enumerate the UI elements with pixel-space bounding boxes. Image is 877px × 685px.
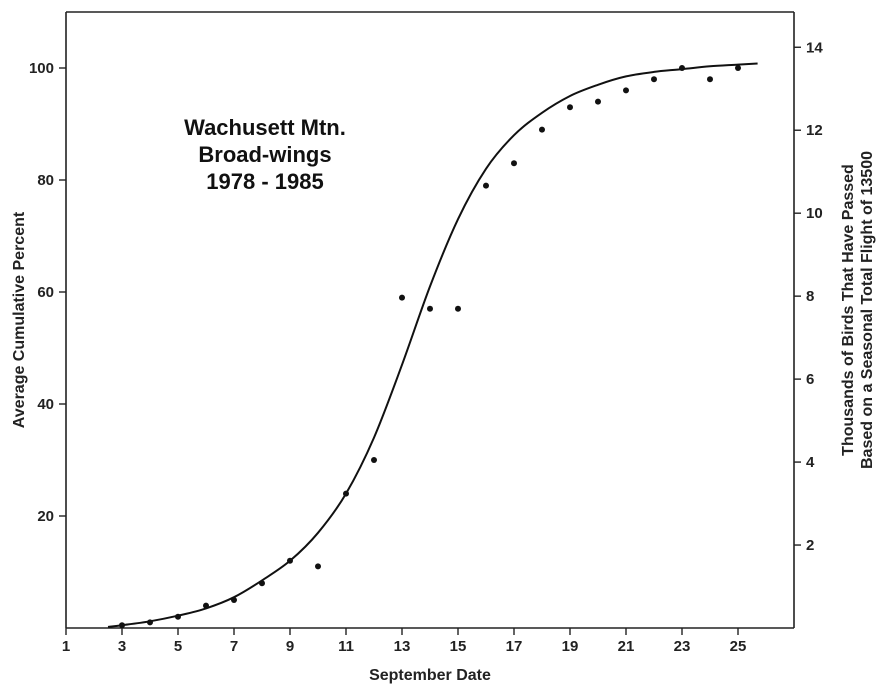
data-point bbox=[147, 619, 153, 626]
y2-tick-label: 4 bbox=[806, 454, 815, 471]
chart-title-line-2: Broad-wings bbox=[198, 142, 331, 167]
x-tick-label: 15 bbox=[450, 638, 467, 655]
y2-tick-label: 6 bbox=[806, 371, 814, 388]
chart-title-line-3: 1978 - 1985 bbox=[206, 169, 323, 194]
x-axis-title: September Date bbox=[369, 667, 491, 684]
data-point bbox=[455, 305, 461, 312]
data-point bbox=[427, 305, 433, 312]
y2-ticks: 2 4 6 8 10 12 14 bbox=[794, 39, 823, 554]
x-tick-label: 11 bbox=[338, 638, 354, 655]
x-tick-label: 21 bbox=[618, 638, 635, 655]
x-tick-label: 5 bbox=[174, 638, 182, 655]
data-point bbox=[175, 613, 181, 620]
x-tick-label: 13 bbox=[394, 638, 411, 655]
data-point bbox=[735, 65, 741, 71]
x-tick-label: 19 bbox=[562, 638, 579, 655]
y2-tick-label: 10 bbox=[806, 205, 823, 222]
y2-axis-title-line-2: Based on a Seasonal Total Flight of 1350… bbox=[859, 151, 876, 469]
x-tick-label: 1 bbox=[62, 638, 70, 655]
y2-tick-label: 2 bbox=[806, 537, 814, 554]
data-point bbox=[595, 98, 601, 105]
data-point bbox=[567, 104, 573, 111]
data-point bbox=[231, 597, 237, 603]
data-point bbox=[399, 294, 405, 301]
data-point bbox=[259, 580, 265, 587]
y-tick-label: 40 bbox=[37, 396, 54, 413]
y-axis-title: Average Cumulative Percent bbox=[11, 211, 28, 428]
x-tick-label: 25 bbox=[730, 638, 747, 655]
y2-tick-label: 8 bbox=[806, 288, 814, 305]
data-point bbox=[511, 160, 517, 167]
chart-title: Wachusett Mtn. Broad-wings 1978 - 1985 bbox=[184, 115, 346, 194]
x-tick-label: 7 bbox=[230, 638, 238, 655]
x-ticks: 1 3 5 7 9 11 13 15 17 19 21 23 25 bbox=[62, 628, 747, 655]
y-tick-label: 20 bbox=[37, 508, 54, 525]
data-point bbox=[483, 182, 489, 189]
data-point bbox=[623, 87, 629, 94]
data-point bbox=[119, 622, 125, 629]
data-point bbox=[539, 126, 545, 133]
y2-tick-label: 14 bbox=[806, 39, 823, 56]
data-point bbox=[679, 65, 685, 71]
data-point bbox=[315, 563, 321, 570]
data-point bbox=[343, 490, 349, 497]
axes bbox=[65, 11, 795, 629]
x-tick-label: 17 bbox=[506, 638, 523, 655]
x-tick-label: 23 bbox=[674, 638, 691, 655]
data-point bbox=[371, 457, 377, 463]
y-ticks: 20 40 60 80 100 bbox=[29, 60, 66, 525]
y-tick-label: 60 bbox=[37, 284, 54, 301]
data-point bbox=[203, 602, 209, 609]
x-tick-label: 9 bbox=[286, 638, 294, 655]
data-point bbox=[707, 76, 713, 83]
y2-axis-title-line-1: Thousands of Birds That Have Passed bbox=[840, 164, 857, 456]
y-tick-label: 100 bbox=[29, 60, 54, 77]
data-point bbox=[651, 76, 657, 83]
data-points bbox=[119, 65, 741, 629]
y-tick-label: 80 bbox=[37, 172, 54, 189]
x-tick-label: 3 bbox=[118, 638, 126, 655]
chart-title-line-1: Wachusett Mtn. bbox=[184, 115, 346, 140]
data-point bbox=[287, 557, 293, 564]
y2-tick-label: 12 bbox=[806, 122, 823, 139]
